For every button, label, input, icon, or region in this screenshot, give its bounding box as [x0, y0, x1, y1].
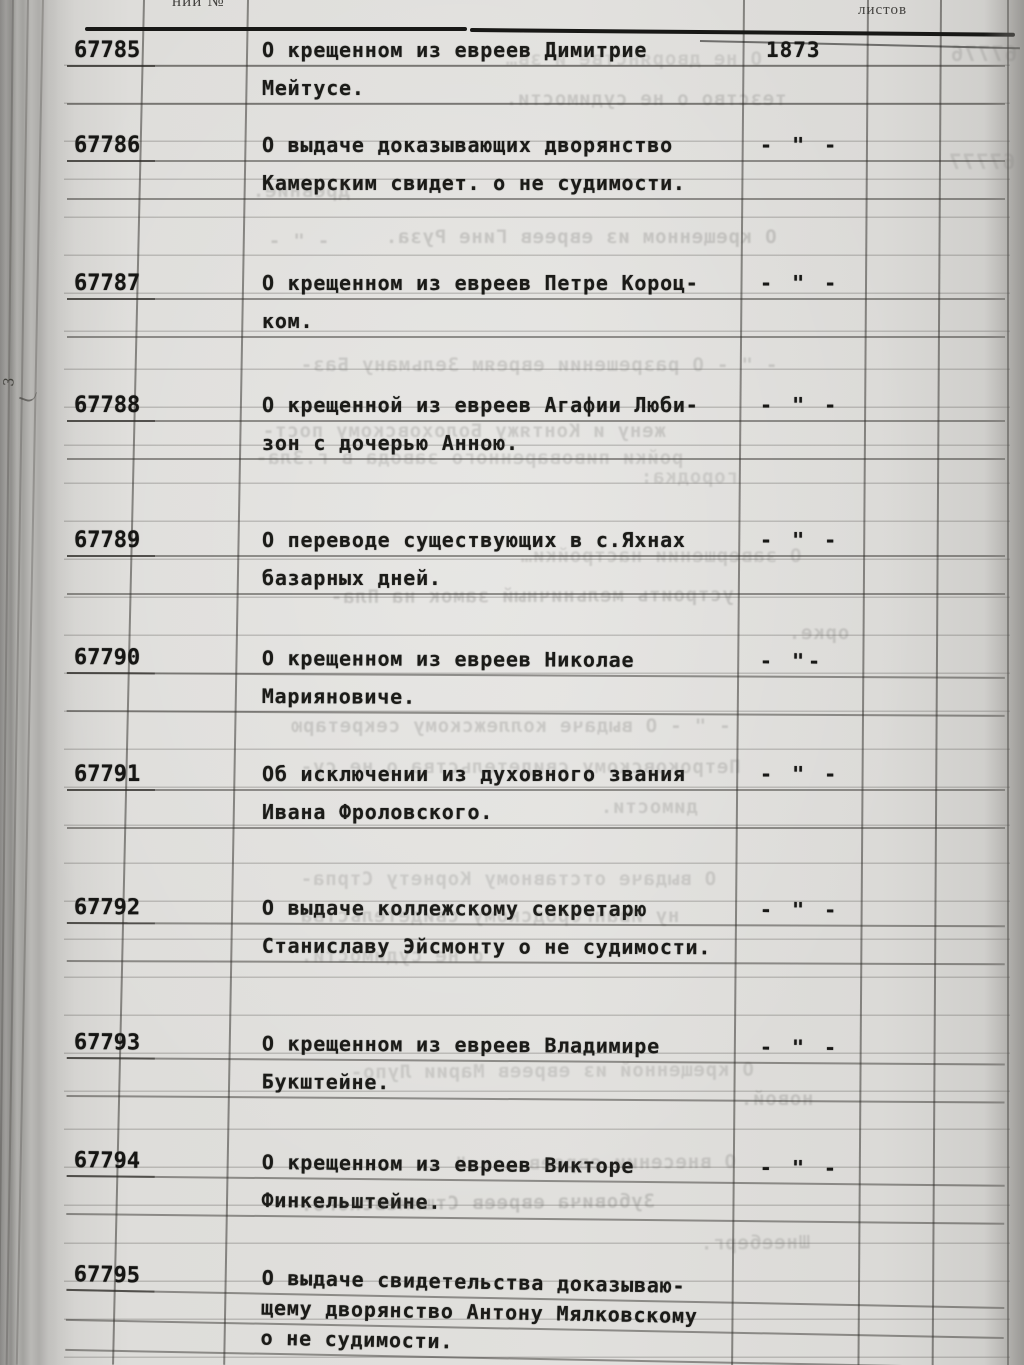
record-description-line: Марияновиче. — [261, 684, 416, 709]
register-row: 67788 О крещенной из евреев Агафии Люби-з… — [0, 393, 1024, 523]
bleedthrough-text: ройки пивоваренного завода в г.Зла- — [255, 447, 684, 469]
ruled-line — [66, 1212, 1005, 1225]
bleedthrough-text: О завершении настройки… — [520, 545, 802, 567]
record-description-line: О крещенном из евреев Владимире — [261, 1031, 661, 1059]
ruled-grid-lines — [64, 28, 1010, 1365]
bleedthrough-text: городка: — [640, 466, 738, 488]
bleedthrough-text: устроить мельничный замок на Пла- — [329, 583, 734, 609]
register-row: 67791 Об исключении из духовного звания Ив… — [0, 762, 1024, 892]
record-description-line: О переводе существующих в с.Яхнах — [262, 528, 686, 552]
bleedthrough-text: тезство о не судимости. — [505, 88, 787, 110]
ruled-line — [66, 671, 1005, 679]
register-row: 67785 О крещенном из евреев Димитрие Мейту… — [0, 38, 1024, 168]
ruled-line — [67, 198, 1005, 200]
page-right-edge — [984, 0, 1024, 1365]
record-number: 67790 — [73, 645, 141, 671]
ditto-mark: - " - — [760, 271, 841, 295]
record-description-line: О крещенной из евреев Агафии Люби- — [262, 393, 699, 417]
record-description-line: О крещенном из евреев Николае — [261, 646, 635, 672]
register-row: 67793 О крещенном из евреев Владимире Букш… — [0, 1030, 1024, 1167]
record-description-line: Камерским свидет. о не судимости. — [262, 171, 686, 195]
record-number: 67795 — [73, 1262, 141, 1289]
record-description-line: Об исключении из духовного звания — [262, 762, 686, 786]
ditto-mark: - " - — [760, 133, 841, 157]
record-number: 67793 — [73, 1030, 141, 1056]
record-description-line: ком. — [262, 309, 314, 333]
ruled-line — [67, 103, 1005, 105]
bleedthrough-text: Шнееберг. — [699, 1231, 811, 1255]
bleedthrough-text: о не судимости. — [300, 945, 484, 967]
ditto-mark: - " - — [760, 393, 841, 417]
ruled-line — [66, 1094, 1005, 1104]
ruled-line — [67, 160, 1005, 162]
record-year: 1873 — [766, 38, 821, 62]
header-rule — [85, 27, 467, 31]
header-sheets-column-label: листов — [858, 2, 908, 18]
ruled-line — [67, 65, 1005, 67]
record-description-line: О крещенном из евреев Димитрие — [262, 38, 648, 62]
ruled-line — [66, 959, 1005, 965]
bleedthrough-text: Зубовича евреев Стшимевского. — [299, 1190, 656, 1216]
header-middle-column-label: ний № — [172, 0, 225, 10]
register-row: 67787 О крещенном из евреев Петре Короц-к… — [0, 271, 1024, 401]
bleedthrough-text: О внесении евреев … - " - — [429, 1150, 737, 1176]
register-row: 67789 О переводе существующих в с.Яхнах ба… — [0, 528, 1024, 658]
record-number: 67787 — [74, 271, 141, 296]
record-description-line: О крещенном из евреев Петре Короц- — [262, 271, 699, 295]
bleedthrough-text: ну Ивангородскому свидетельства — [300, 905, 680, 927]
ruled-line — [67, 298, 1005, 300]
ditto-mark: - " - — [759, 1034, 841, 1060]
record-description-line: базарных дней. — [262, 566, 442, 590]
register-row: 67786 О выдаче доказывающих дворянство Кам… — [0, 133, 1024, 263]
number-underline — [67, 160, 155, 162]
number-underline — [67, 789, 155, 791]
ruled-line — [67, 789, 1005, 791]
record-number: 67785 — [74, 38, 141, 63]
bleedthrough-text: О выдаче отставному Корнету Стрпа- — [300, 868, 717, 890]
ditto-mark: - "- — [759, 648, 825, 673]
bleedthrough-text: орке. — [788, 622, 850, 644]
bleedthrough-text: О крещенной из евреев Марии Лупо- — [349, 1058, 754, 1084]
ruled-line — [67, 336, 1005, 338]
record-description-line: О выдаче доказывающих дворянство — [262, 133, 673, 157]
bleedthrough-text: Древние. — [252, 180, 350, 202]
record-description-line: Ивана Фроловского. — [262, 800, 494, 824]
record-number: 67792 — [73, 895, 141, 921]
ruled-line — [65, 1348, 1004, 1365]
bleedthrough-text: Петроковскому свидетельства о не су- — [300, 756, 741, 778]
bleedthrough-text: - " - — [268, 230, 330, 252]
record-description-line: Мейтусе. — [262, 76, 365, 100]
ditto-mark: - " - — [760, 528, 841, 552]
bleedthrough-text: О крещенном из евреев Гине Руза. — [385, 226, 777, 248]
bleedthrough-text: О не дворянстве и зв… — [505, 48, 763, 70]
book-spine-edge — [0, 0, 58, 1365]
ruled-line — [67, 420, 1005, 422]
bleedthrough-text: - " - О разрешении евреям Зельману Баз- — [300, 354, 778, 376]
bleedthrough-text: новой. — [740, 1088, 814, 1110]
bleedthrough-text: димости. — [600, 796, 698, 818]
ditto-mark: - " - — [760, 762, 841, 786]
ruled-line — [67, 593, 1005, 595]
bleedthrough-text: жену и Контяжу Болоховскому пост- — [262, 420, 666, 442]
ruled-line — [67, 827, 1005, 829]
ditto-mark: - " - — [759, 1155, 841, 1181]
number-underline — [67, 420, 155, 422]
record-number: 67791 — [74, 762, 141, 787]
ditto-mark: - " - — [759, 897, 841, 922]
record-number: 67789 — [74, 528, 141, 553]
number-underline — [67, 298, 155, 300]
record-number: 67788 — [74, 393, 141, 418]
record-description-line: о не судимости. — [260, 1325, 454, 1354]
number-underline — [67, 555, 155, 557]
ruled-line — [67, 555, 1005, 557]
ruled-line — [67, 458, 1005, 460]
record-number: 67786 — [74, 133, 141, 158]
number-underline — [67, 65, 155, 67]
bleedthrough-text: - " - О выдаче коллежскому секретарю — [290, 715, 731, 737]
record-number: 67794 — [73, 1148, 141, 1174]
record-description-line: зон с дочерью Анною. — [262, 431, 519, 455]
